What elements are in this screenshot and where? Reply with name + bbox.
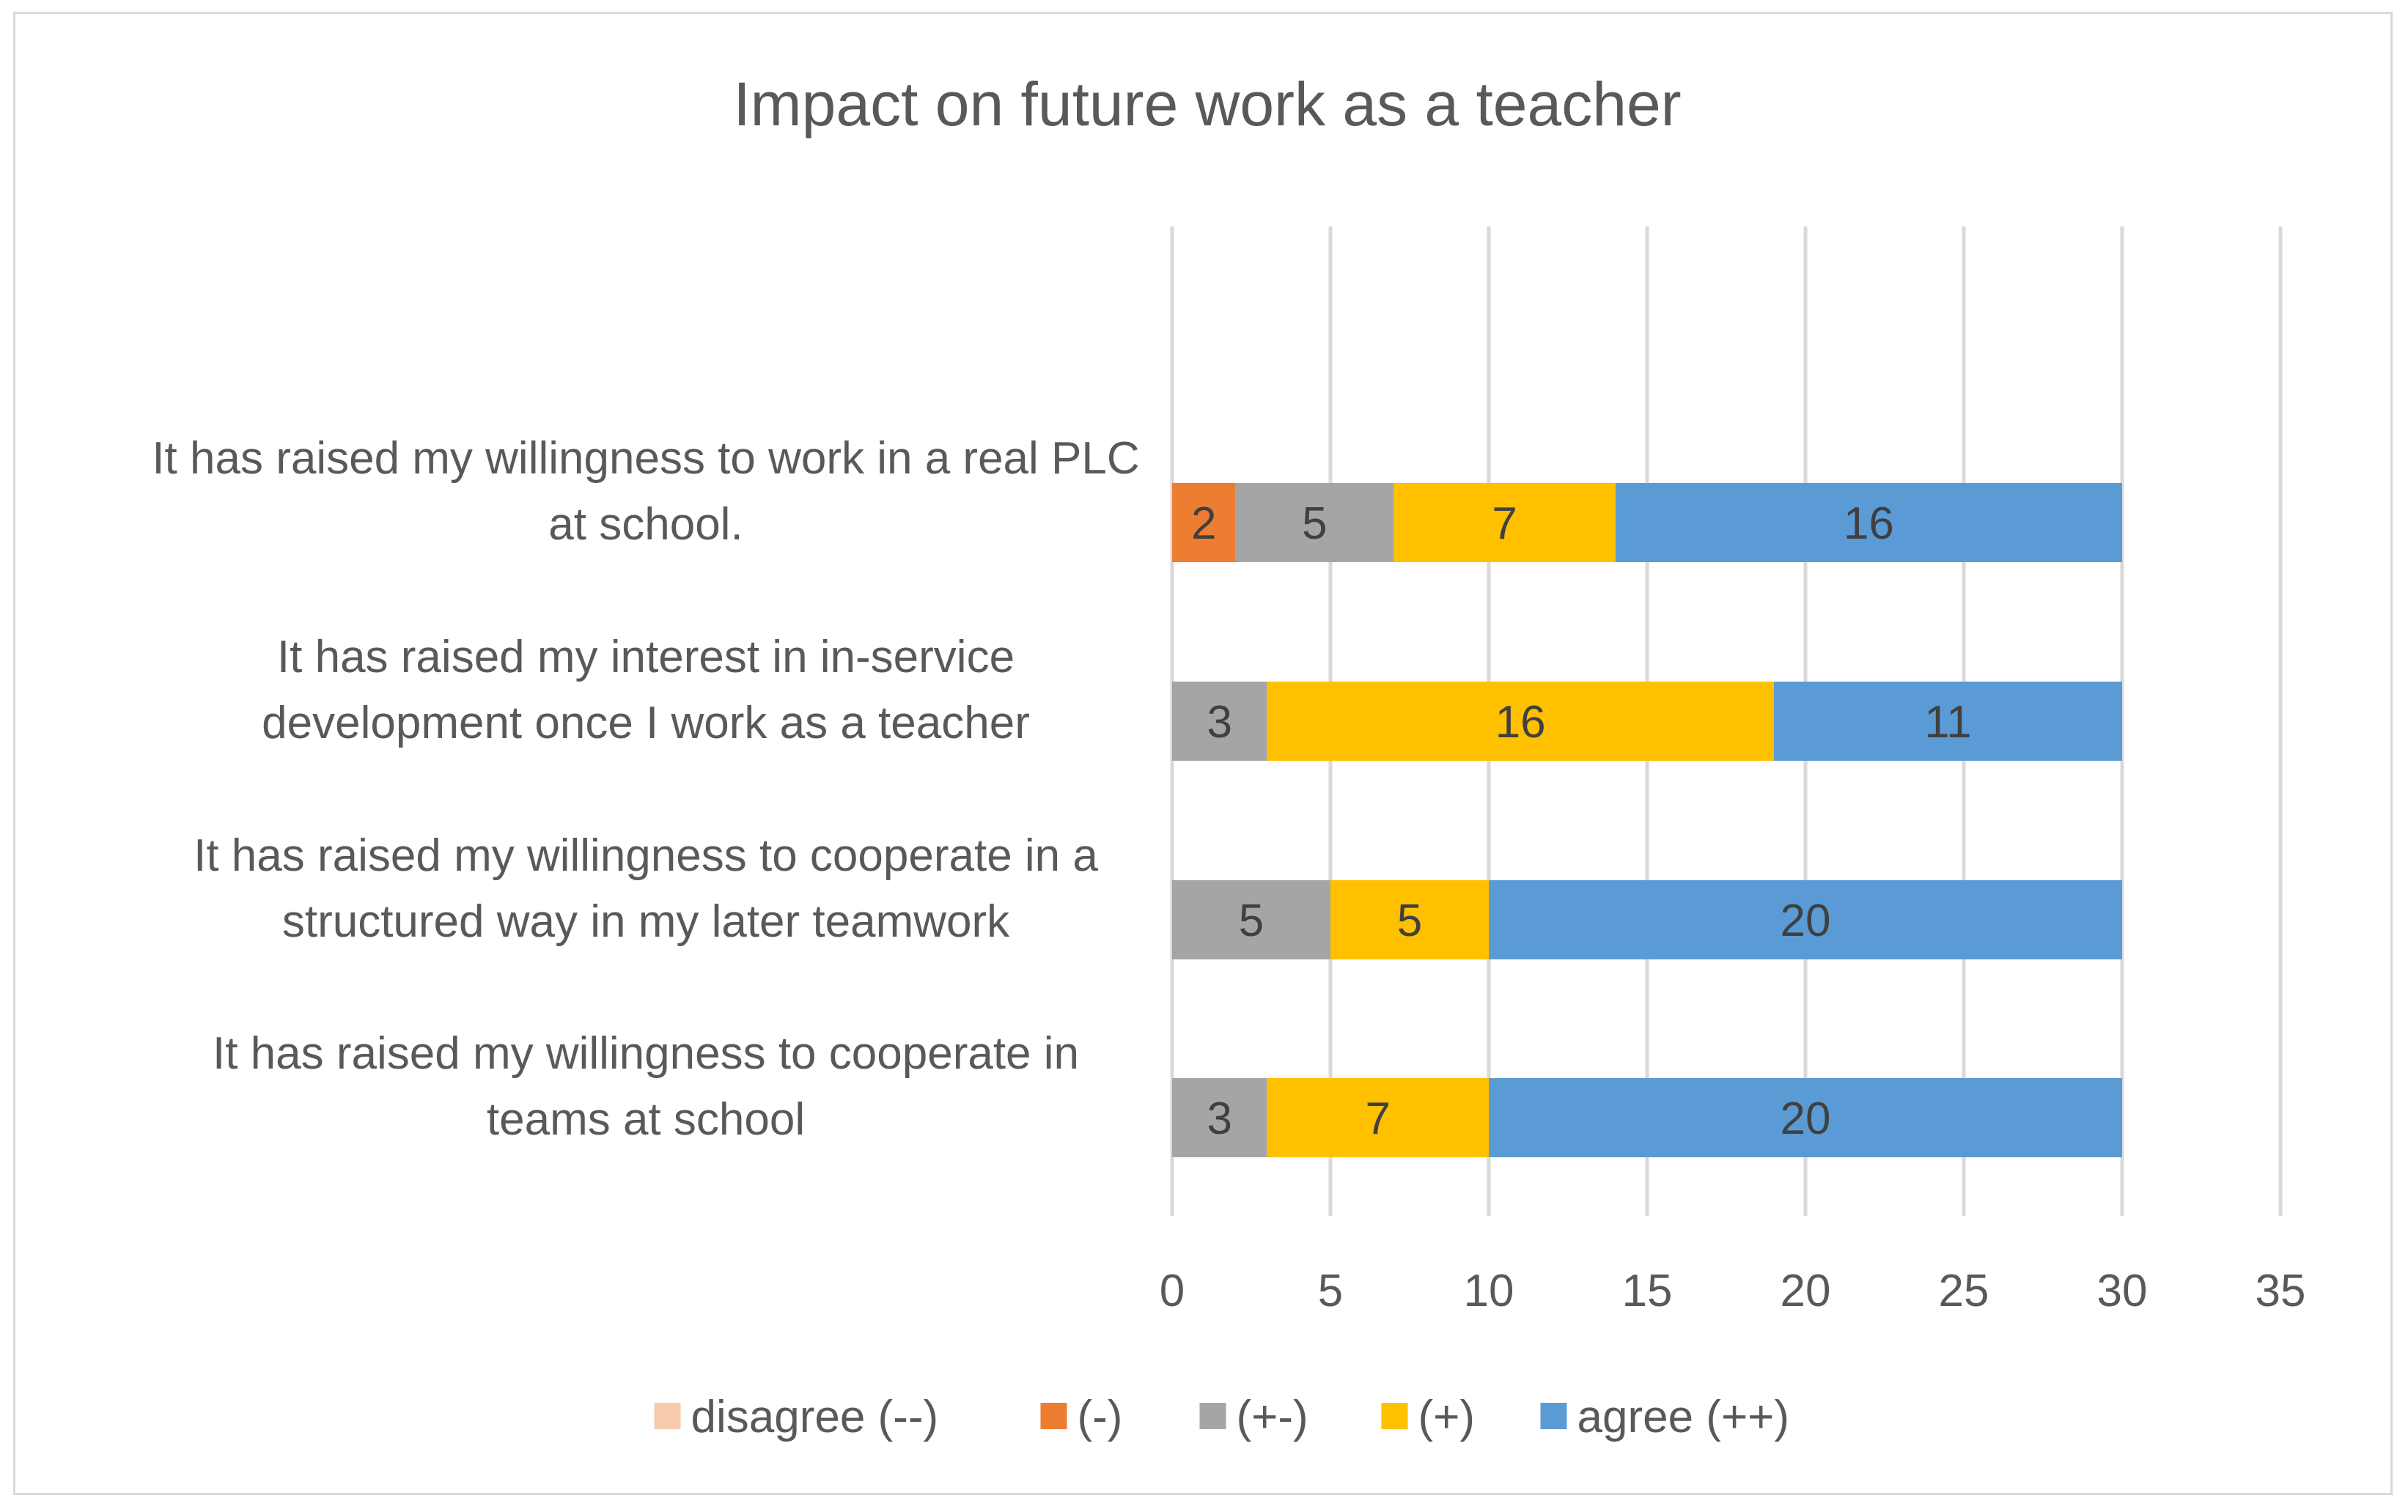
x-tick-label: 20 <box>1781 1266 1831 1316</box>
data-label: 7 <box>1366 1094 1391 1144</box>
legend-swatch <box>1040 1403 1067 1429</box>
category-labels: It has raised my willingness to work in … <box>152 433 1139 1145</box>
legend-label: (+) <box>1418 1392 1476 1442</box>
bar-segment <box>1489 1078 2122 1157</box>
data-label: 5 <box>1397 896 1422 946</box>
bar-segment <box>1393 483 1616 562</box>
bars: 2 5 7 16 3 16 11 5 5 20 3 7 20 <box>1172 483 2122 1157</box>
legend-swatch <box>1199 1403 1226 1429</box>
legend-item: (+-) <box>1199 1392 1308 1442</box>
legend-label: agree (++) <box>1577 1392 1790 1442</box>
x-tick-label: 10 <box>1464 1266 1514 1316</box>
data-label: 20 <box>1781 1094 1831 1144</box>
data-label: 16 <box>1495 697 1546 748</box>
category-label: It has raised my willingness to cooperat… <box>194 830 1098 947</box>
chart-svg: Impact on future work as a teacher 2 5 7 16… <box>152 70 2306 1442</box>
bar-segment <box>1267 682 1774 761</box>
bar-segment <box>1172 682 1267 761</box>
data-label: 11 <box>1924 697 1971 748</box>
data-label: 5 <box>1239 896 1264 946</box>
legend-label: (-) <box>1078 1392 1123 1442</box>
legend-item: (-) <box>1040 1392 1123 1442</box>
data-label: 3 <box>1207 697 1232 748</box>
x-tick-label: 25 <box>1939 1266 1989 1316</box>
data-label: 20 <box>1781 896 1831 946</box>
bar-segment <box>1172 483 1236 562</box>
chart-title: Impact on future work as a teacher <box>733 70 1681 139</box>
data-label: 16 <box>1844 498 1894 549</box>
x-axis-ticks: 0 5 10 15 20 25 30 35 <box>1160 1266 2306 1316</box>
category-label: It has raised my willingness to work in … <box>152 433 1139 550</box>
legend-swatch <box>1540 1403 1567 1429</box>
bar-segment <box>1172 1078 1267 1157</box>
legend-swatch <box>654 1403 681 1429</box>
bar-segment <box>1235 483 1394 562</box>
bar-segment <box>1267 1078 1489 1157</box>
chart-frame: Impact on future work as a teacher 2 5 7 16… <box>13 12 2393 1495</box>
legend-item: (+) <box>1381 1392 1476 1442</box>
bar-segment <box>1489 880 2122 959</box>
bar-segment <box>1172 880 1330 959</box>
legend-item: agree (++) <box>1540 1392 1790 1442</box>
bar-segment <box>1615 483 2122 562</box>
data-label: 7 <box>1492 498 1517 549</box>
x-tick-label: 30 <box>2097 1266 2148 1316</box>
legend-label: (+-) <box>1237 1392 1308 1442</box>
x-tick-label: 35 <box>2256 1266 2306 1316</box>
legend-item: disagree (--) <box>654 1392 939 1442</box>
x-tick-label: 15 <box>1622 1266 1673 1316</box>
data-label: 5 <box>1302 498 1327 549</box>
legend-label: disagree (--) <box>691 1392 939 1442</box>
category-label: It has raised my interest in in-service d… <box>262 632 1030 748</box>
x-tick-label: 5 <box>1318 1266 1343 1316</box>
bar-segment <box>1330 880 1489 959</box>
data-label: 3 <box>1207 1094 1232 1144</box>
bar-segment <box>1773 682 2122 761</box>
legend-swatch <box>1381 1403 1408 1429</box>
x-tick-label: 0 <box>1160 1266 1185 1316</box>
category-label: It has raised my willingness to cooperat… <box>213 1028 1079 1145</box>
legend: disagree (--) (-) (+-) (+) agree (++) <box>654 1392 1790 1442</box>
data-label: 2 <box>1191 498 1216 549</box>
